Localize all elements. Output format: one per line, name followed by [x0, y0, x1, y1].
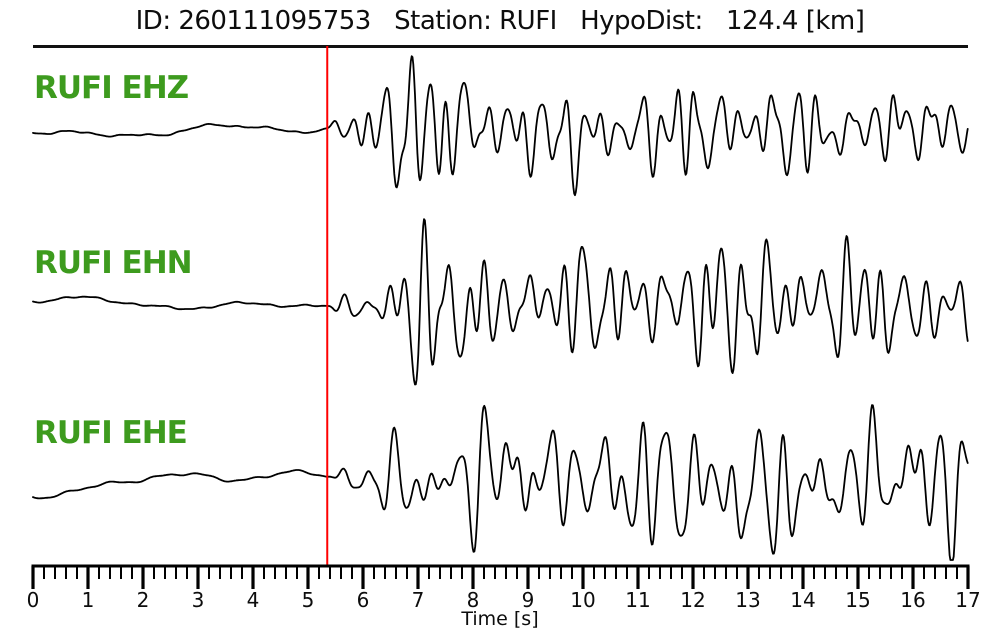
x-axis-tick-label: 3: [192, 588, 205, 612]
title-divider-line: [33, 45, 968, 48]
x-axis-tick-label: 15: [845, 588, 870, 612]
trace-label-ehe: RUFI EHE: [34, 415, 188, 451]
x-axis-tick-label: 0: [27, 588, 40, 612]
waveform-trace-ehz: [32, 55, 969, 197]
x-axis-tick-label: 9: [522, 588, 535, 612]
x-axis-tick-label: 2: [137, 588, 150, 612]
waveform-trace-ehe: [32, 404, 969, 561]
x-axis-tick-label: 16: [900, 588, 925, 612]
x-axis-tick-label: 17: [955, 588, 980, 612]
waveform-trace-ehn: [32, 218, 969, 386]
trace-label-ehn: RUFI EHN: [34, 245, 193, 281]
x-axis-tick-label: 6: [357, 588, 370, 612]
x-axis-tick-label: 10: [570, 588, 595, 612]
trace-label-ehz: RUFI EHZ: [34, 70, 189, 106]
x-axis-tick-label: 11: [625, 588, 650, 612]
x-axis-label: Time [s]: [461, 608, 539, 630]
x-axis-tick-label: 5: [302, 588, 315, 612]
x-axis-tick-label: 13: [735, 588, 760, 612]
x-axis-tick-label: 12: [680, 588, 705, 612]
figure-title: ID: 260111095753 Station: RUFI HypoDist:…: [135, 6, 865, 36]
x-axis-tick-label: 14: [790, 588, 815, 612]
x-axis-tick-label: 7: [412, 588, 425, 612]
x-axis-tick-label: 4: [247, 588, 260, 612]
x-axis-tick-label: 1: [82, 588, 95, 612]
x-axis-tick-label: 8: [467, 588, 480, 612]
